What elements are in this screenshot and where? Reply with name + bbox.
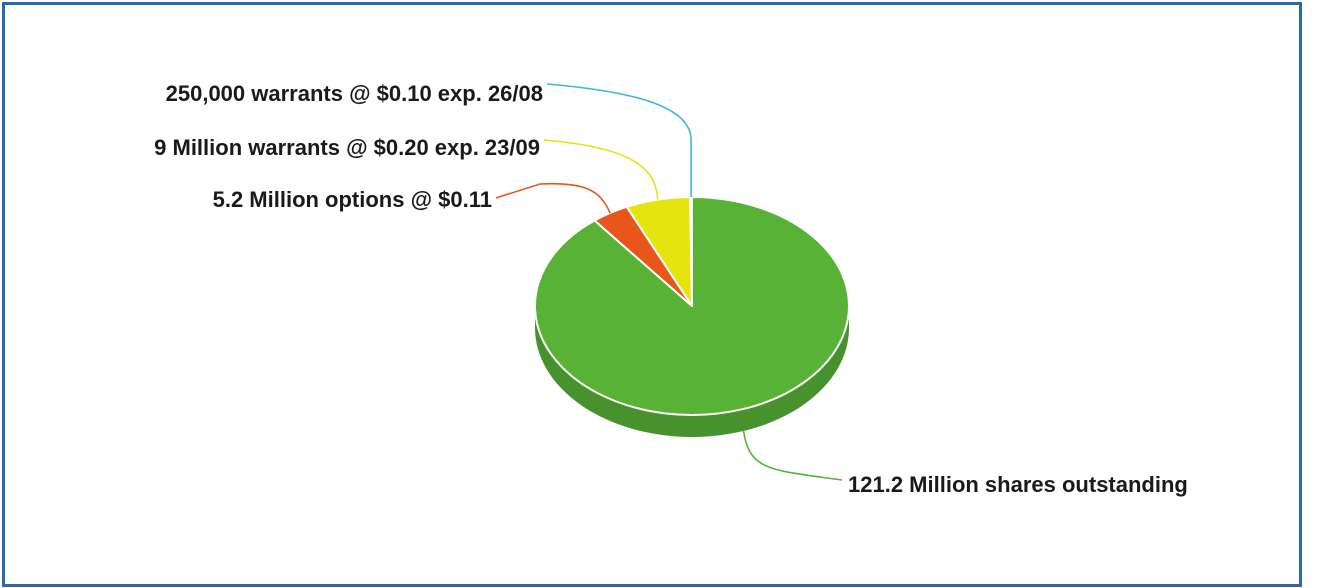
- label-warrants-9m: 9 Million warrants @ $0.20 exp. 23/09: [154, 135, 540, 160]
- leader-shares-outstanding: [742, 430, 843, 481]
- label-shares-outstanding: 121.2 Million shares outstanding: [848, 472, 1188, 497]
- leader-warrants-9m: [543, 139, 659, 200]
- label-options: 5.2 Million options @ $0.11: [213, 187, 492, 212]
- leader-options: [495, 182, 611, 214]
- label-warrants-250k: 250,000 warrants @ $0.10 exp. 26/08: [166, 81, 543, 106]
- pie-slices: [534, 195, 850, 437]
- leader-lines: [495, 83, 843, 481]
- leader-warrants-250k: [546, 83, 692, 198]
- slice-shares-outstanding-side: [535, 306, 849, 437]
